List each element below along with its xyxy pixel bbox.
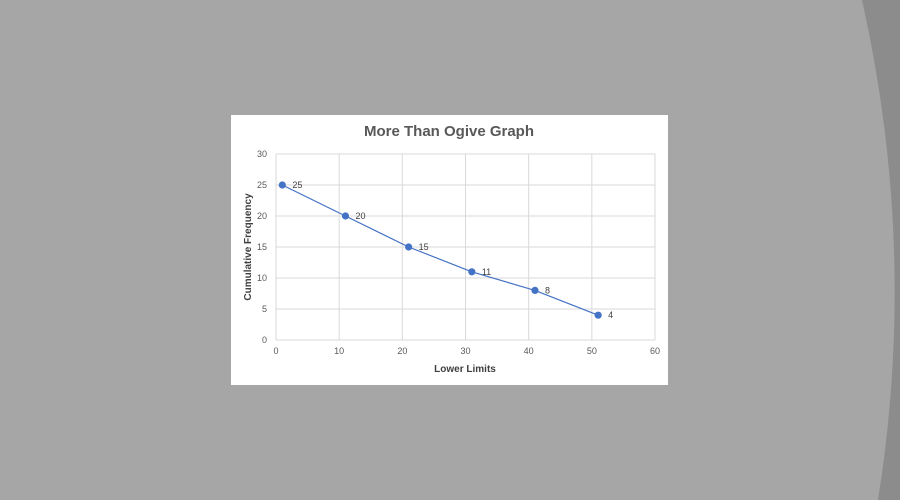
y-axis-ticks: 0 5 10 15 20 25 30 [257, 149, 267, 345]
data-label: 20 [355, 211, 365, 221]
y-tick-label: 15 [257, 242, 267, 252]
x-tick-label: 50 [587, 346, 597, 356]
data-point-marker [278, 181, 286, 189]
y-tick-label: 5 [262, 304, 267, 314]
y-tick-label: 30 [257, 149, 267, 159]
x-tick-label: 60 [650, 346, 660, 356]
background-arc [862, 0, 900, 500]
y-tick-label: 10 [257, 273, 267, 283]
chart-card: More Than Ogive Graph 0 5 10 15 20 25 30 0 10 20… [231, 115, 668, 385]
y-tick-label: 25 [257, 180, 267, 190]
x-tick-label: 20 [397, 346, 407, 356]
chart-title: More Than Ogive Graph [364, 123, 534, 140]
x-tick-label: 30 [460, 346, 470, 356]
y-tick-label: 20 [257, 211, 267, 221]
data-markers [278, 181, 602, 319]
data-point-marker [468, 268, 476, 276]
data-label: 8 [545, 285, 550, 295]
y-tick-label: 0 [262, 335, 267, 345]
x-tick-label: 10 [334, 346, 344, 356]
data-point-marker [594, 311, 602, 319]
data-point-marker [405, 243, 413, 251]
data-label: 25 [292, 180, 302, 190]
x-axis-ticks: 0 10 20 30 40 50 60 [273, 346, 660, 356]
gridlines [275, 153, 656, 341]
x-tick-label: 0 [273, 346, 278, 356]
y-axis-title: Cumulative Frequency [243, 193, 254, 301]
x-axis-title: Lower Limits [434, 364, 496, 375]
data-point-marker [531, 286, 539, 294]
series-line-group [282, 184, 599, 316]
data-label: 15 [419, 242, 429, 252]
data-point-marker [341, 212, 350, 220]
data-label: 4 [608, 310, 613, 320]
x-tick-label: 40 [524, 346, 534, 356]
series-line [282, 184, 599, 316]
data-label: 11 [482, 267, 491, 277]
data-labels: 25 20 15 11 8 4 [292, 180, 613, 320]
ogive-chart: More Than Ogive Graph 0 5 10 15 20 25 30 0 10 20… [243, 123, 660, 375]
